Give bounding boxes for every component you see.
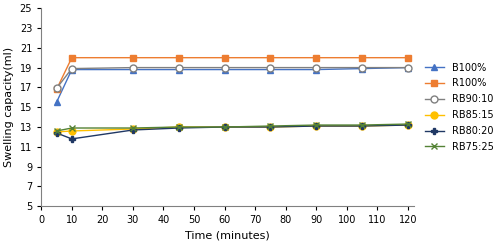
RB90:10 — [359, 66, 365, 69]
RB80:20 — [405, 123, 411, 126]
Line: RB85:15: RB85:15 — [53, 122, 412, 135]
RB85:15 — [69, 130, 75, 133]
B100% — [359, 67, 365, 70]
X-axis label: Time (minutes): Time (minutes) — [186, 231, 270, 241]
B100% — [130, 68, 136, 71]
Line: B100%: B100% — [53, 64, 412, 106]
RB90:10 — [405, 66, 411, 69]
B100% — [268, 68, 274, 71]
RB85:15 — [222, 125, 228, 128]
RB90:10 — [54, 87, 60, 90]
RB75:25 — [54, 130, 60, 133]
B100% — [222, 68, 228, 71]
R100% — [359, 56, 365, 59]
B100% — [176, 68, 182, 71]
RB80:20 — [314, 124, 320, 127]
R100% — [222, 56, 228, 59]
RB75:25 — [130, 126, 136, 129]
R100% — [130, 56, 136, 59]
Line: RB80:20: RB80:20 — [53, 122, 412, 142]
RB75:25 — [359, 123, 365, 126]
RB90:10 — [130, 66, 136, 69]
R100% — [268, 56, 274, 59]
R100% — [314, 56, 320, 59]
RB90:10 — [314, 66, 320, 69]
RB90:10 — [222, 66, 228, 69]
RB85:15 — [268, 125, 274, 128]
RB75:25 — [405, 122, 411, 125]
RB80:20 — [130, 129, 136, 132]
RB85:15 — [54, 131, 60, 134]
B100% — [314, 68, 320, 71]
R100% — [405, 56, 411, 59]
Legend: B100%, R100%, RB90:10, RB85:15, RB80:20, RB75:25: B100%, R100%, RB90:10, RB85:15, RB80:20,… — [422, 61, 496, 154]
R100% — [69, 56, 75, 59]
RB80:20 — [176, 126, 182, 129]
RB80:20 — [54, 132, 60, 135]
RB80:20 — [268, 125, 274, 128]
RB80:20 — [69, 137, 75, 140]
Line: RB75:25: RB75:25 — [53, 121, 412, 135]
RB85:15 — [405, 123, 411, 126]
RB75:25 — [268, 124, 274, 127]
B100% — [54, 101, 60, 104]
Y-axis label: Swelling capacity(ml): Swelling capacity(ml) — [4, 47, 14, 167]
B100% — [69, 68, 75, 71]
RB75:25 — [222, 125, 228, 128]
RB90:10 — [268, 66, 274, 69]
RB80:20 — [359, 124, 365, 127]
RB90:10 — [69, 67, 75, 70]
Line: RB90:10: RB90:10 — [53, 64, 412, 92]
RB90:10 — [176, 66, 182, 69]
RB85:15 — [314, 124, 320, 127]
R100% — [176, 56, 182, 59]
RB75:25 — [314, 123, 320, 126]
RB85:15 — [130, 128, 136, 131]
Line: R100%: R100% — [53, 54, 412, 93]
RB80:20 — [222, 125, 228, 128]
RB75:25 — [176, 125, 182, 128]
RB75:25 — [69, 126, 75, 129]
RB85:15 — [359, 124, 365, 127]
B100% — [405, 66, 411, 69]
RB85:15 — [176, 125, 182, 128]
R100% — [54, 88, 60, 91]
